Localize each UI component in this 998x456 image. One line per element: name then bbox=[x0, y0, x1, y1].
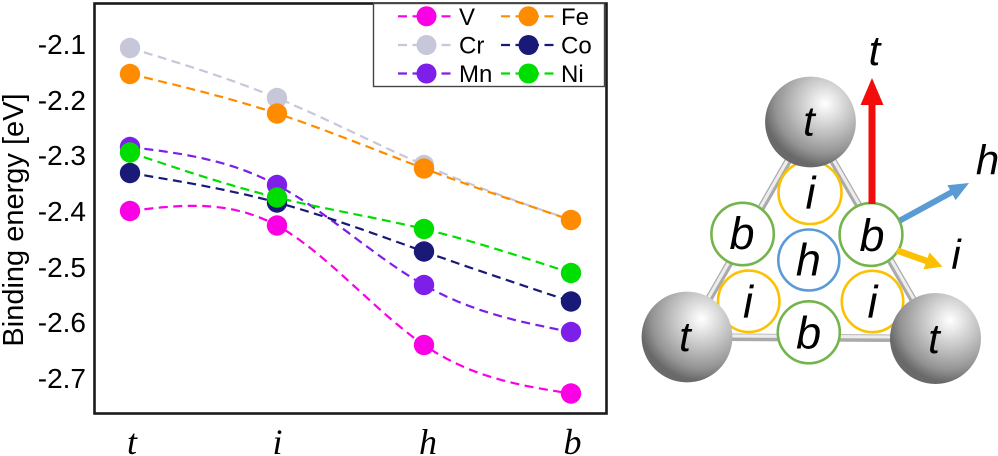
svg-text:i: i bbox=[868, 277, 880, 328]
svg-text:h: h bbox=[796, 235, 821, 286]
svg-text:b: b bbox=[729, 208, 754, 259]
svg-text:-2.5: -2.5 bbox=[38, 252, 86, 283]
svg-text:-2.4: -2.4 bbox=[38, 196, 86, 227]
svg-text:h: h bbox=[419, 422, 437, 456]
svg-text:i: i bbox=[806, 168, 818, 219]
svg-text:Cr: Cr bbox=[459, 33, 484, 60]
svg-text:Co: Co bbox=[561, 33, 592, 60]
svg-text:t: t bbox=[679, 313, 693, 360]
svg-text:b: b bbox=[564, 422, 582, 456]
svg-text:i: i bbox=[951, 231, 962, 278]
svg-text:t: t bbox=[869, 27, 883, 74]
svg-text:-2.6: -2.6 bbox=[38, 307, 86, 338]
svg-text:Mn: Mn bbox=[459, 61, 492, 88]
svg-text:Ni: Ni bbox=[561, 61, 584, 88]
svg-text:-2.1: -2.1 bbox=[38, 29, 86, 60]
svg-text:b: b bbox=[796, 308, 821, 359]
svg-text:-2.2: -2.2 bbox=[38, 85, 86, 116]
svg-text:-2.7: -2.7 bbox=[38, 363, 86, 394]
svg-text:Fe: Fe bbox=[561, 4, 589, 31]
svg-text:-2.3: -2.3 bbox=[38, 140, 86, 171]
svg-text:b: b bbox=[859, 210, 884, 261]
svg-text:t: t bbox=[127, 422, 138, 456]
svg-text:Binding energy [eV]: Binding energy [eV] bbox=[0, 93, 30, 346]
svg-text:t: t bbox=[803, 98, 817, 145]
svg-text:i: i bbox=[743, 277, 755, 328]
svg-text:h: h bbox=[976, 137, 998, 184]
svg-text:i: i bbox=[272, 422, 282, 456]
svg-text:t: t bbox=[928, 315, 942, 362]
svg-text:V: V bbox=[459, 4, 475, 31]
